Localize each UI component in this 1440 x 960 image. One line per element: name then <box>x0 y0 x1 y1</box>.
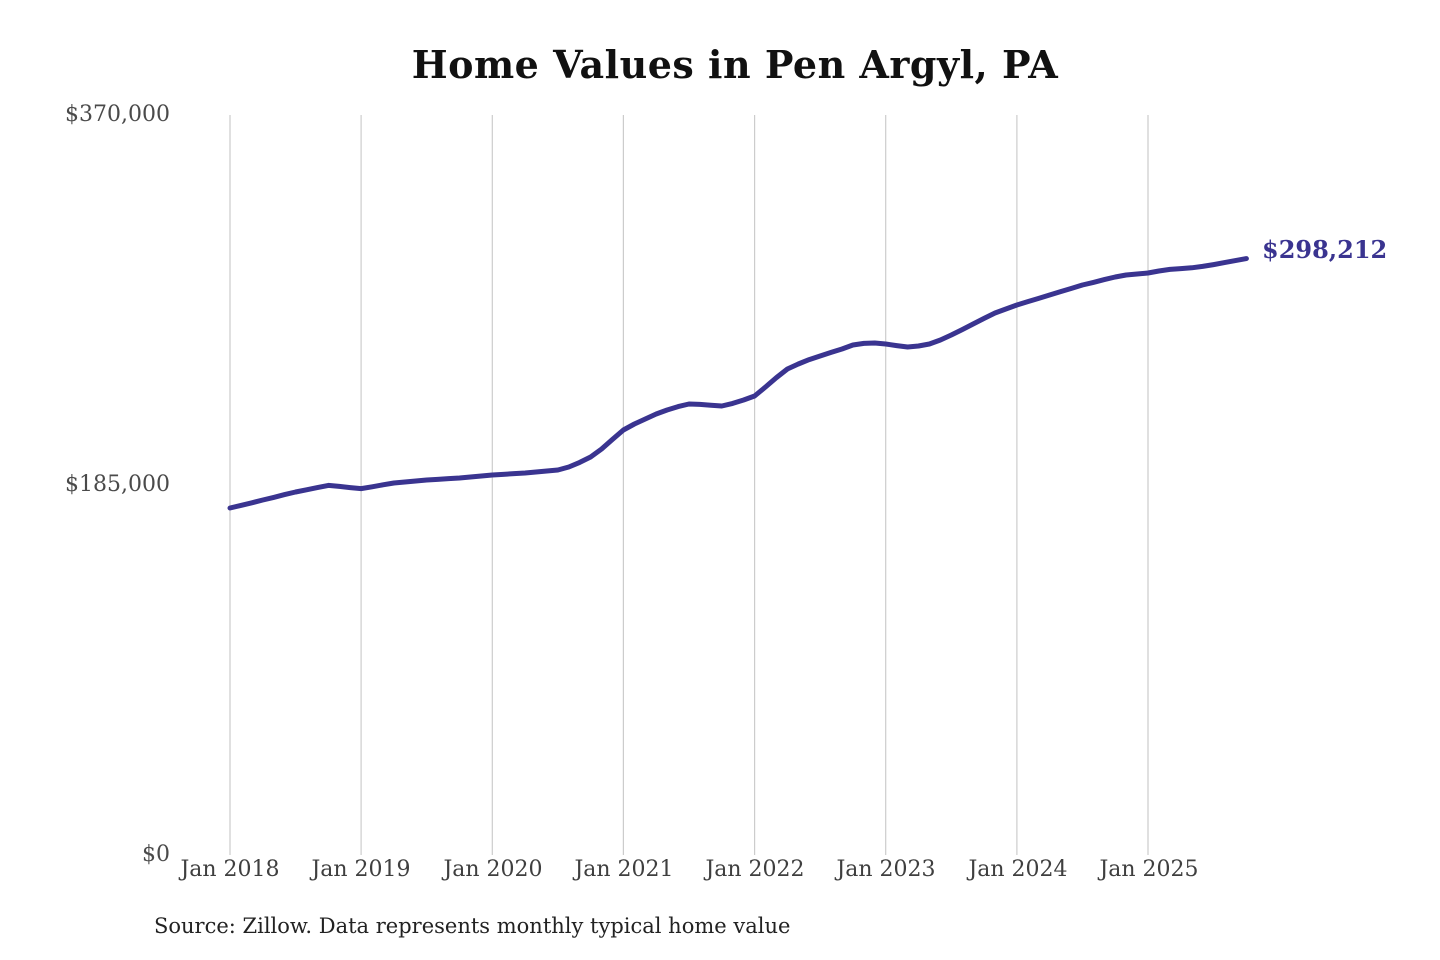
y-axis-tick-370000: $370,000 <box>65 102 170 127</box>
home-value-line <box>227 256 1249 511</box>
x-axis-tick-jan-2019: Jan 2019 <box>311 857 411 882</box>
y-axis-tick-0: $0 <box>142 842 170 867</box>
x-axis-tick-jan-2022: Jan 2022 <box>705 857 805 882</box>
x-axis-tick-jan-2025: Jan 2025 <box>1099 857 1199 882</box>
x-axis-tick-jan-2020: Jan 2020 <box>443 857 543 882</box>
x-axis-tick-jan-2018: Jan 2018 <box>180 857 280 882</box>
x-axis-tick-jan-2024: Jan 2024 <box>968 857 1068 882</box>
x-axis-tick-jan-2023: Jan 2023 <box>836 857 936 882</box>
chart-title: Home Values in Pen Argyl, PA <box>411 42 1059 87</box>
source-note: Source: Zillow. Data represents monthly … <box>154 914 791 938</box>
current-value-label: $298,212 <box>1262 235 1388 264</box>
x-axis-tick-jan-2021: Jan 2021 <box>574 857 674 882</box>
y-axis-tick-185000: $185,000 <box>65 472 170 497</box>
